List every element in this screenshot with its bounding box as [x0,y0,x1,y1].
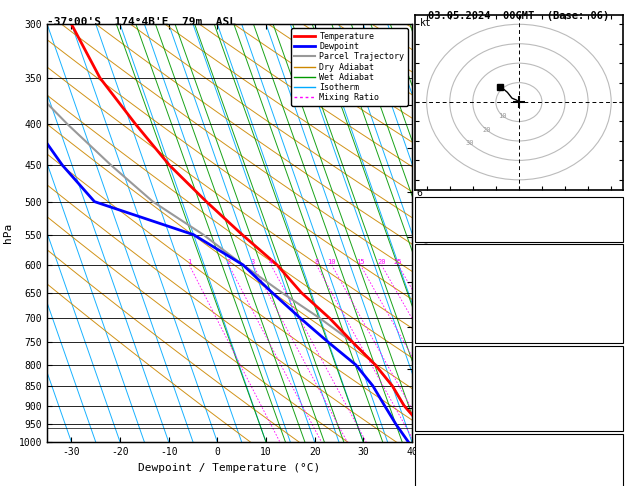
Legend: Temperature, Dewpoint, Parcel Trajectory, Dry Adiabat, Wet Adiabat, Isotherm, Mi: Temperature, Dewpoint, Parcel Trajectory… [291,29,408,105]
Text: CAPE (J): CAPE (J) [419,402,462,412]
Text: CAPE (J): CAPE (J) [419,314,462,324]
Text: 9.3: 9.3 [604,274,620,283]
Y-axis label: hPa: hPa [3,223,13,243]
Text: 20: 20 [482,126,491,133]
Text: 03.05.2024  00GMT  (Base: 06): 03.05.2024 00GMT (Base: 06) [428,11,610,21]
Text: 10: 10 [498,113,507,119]
Text: 32: 32 [610,402,620,412]
Text: 38: 38 [610,213,620,222]
Text: 8: 8 [615,389,620,398]
Text: 307: 307 [604,375,620,384]
Text: CIN (J): CIN (J) [419,328,457,337]
Text: -13: -13 [604,463,620,472]
Text: 25: 25 [394,259,403,265]
Text: 3: 3 [615,328,620,337]
Text: © weatheronline.co.uk: © weatheronline.co.uk [467,473,571,482]
Text: LCL: LCL [415,424,430,433]
Text: -0: -0 [610,199,620,208]
Text: 1008: 1008 [599,362,620,371]
Text: Hodograph: Hodograph [493,436,545,446]
Text: 15: 15 [356,259,365,265]
Text: 198°: 198° [599,477,620,486]
Text: -37°00'S  174°4B'E  79m  ASL: -37°00'S 174°4B'E 79m ASL [47,17,236,27]
Text: PW (cm): PW (cm) [419,226,457,236]
Text: 3: 3 [615,416,620,425]
Text: Temp (°C): Temp (°C) [419,260,467,269]
Text: SREH: SREH [419,463,440,472]
Text: 10: 10 [328,259,336,265]
Text: θε(K): θε(K) [419,287,446,296]
Text: 8: 8 [615,301,620,310]
Text: -39: -39 [604,450,620,459]
Text: 3: 3 [251,259,255,265]
Text: Lifted Index: Lifted Index [419,301,484,310]
Text: Pressure (mb): Pressure (mb) [419,362,489,371]
Text: 4: 4 [269,259,273,265]
Text: 30: 30 [465,140,474,146]
X-axis label: Dewpoint / Temperature (°C): Dewpoint / Temperature (°C) [138,463,321,473]
Text: 32: 32 [610,314,620,324]
Text: 20: 20 [377,259,386,265]
Text: K: K [419,199,425,208]
Text: kt: kt [420,18,431,29]
Y-axis label: km
ASL: km ASL [424,233,442,255]
Text: Mixing Ratio (g/kg): Mixing Ratio (g/kg) [423,241,432,343]
Text: Totals Totals: Totals Totals [419,213,489,222]
Text: 1: 1 [187,259,191,265]
Text: Lifted Index: Lifted Index [419,389,484,398]
Text: 8: 8 [314,259,318,265]
Text: Dewp (°C): Dewp (°C) [419,274,467,283]
Text: 14.3: 14.3 [599,260,620,269]
Text: Most Unstable: Most Unstable [481,348,557,358]
Text: θε (K): θε (K) [419,375,451,384]
Text: 307: 307 [604,287,620,296]
Text: CIN (J): CIN (J) [419,416,457,425]
Text: 2: 2 [226,259,231,265]
Text: Surface: Surface [498,246,540,257]
Text: StmDir: StmDir [419,477,451,486]
Text: 1.59: 1.59 [599,226,620,236]
Text: EH: EH [419,450,430,459]
